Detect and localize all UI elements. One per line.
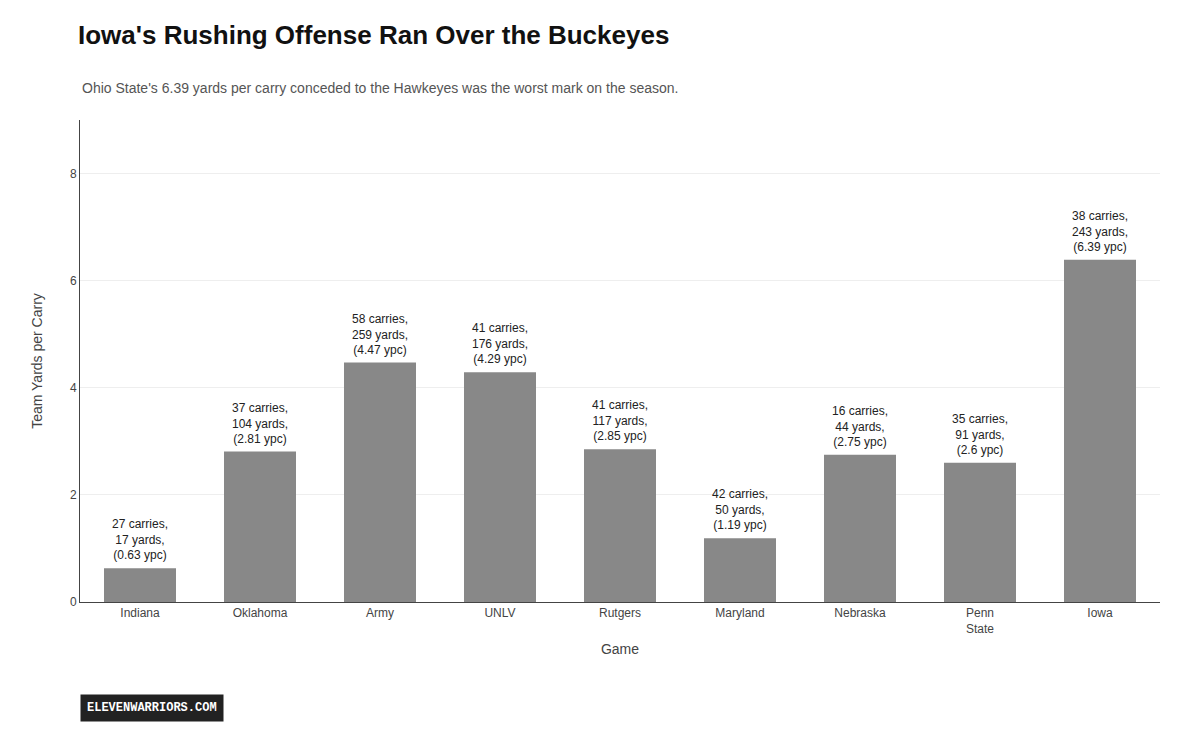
svg-text:0: 0 [70, 595, 77, 609]
svg-text:41 carries,117 yards,(2.85 ypc: 41 carries,117 yards,(2.85 ypc) [592, 398, 648, 443]
svg-text:Ohio State's 6.39 yards per ca: Ohio State's 6.39 yards per carry conced… [82, 80, 678, 96]
svg-text:PennState: PennState [966, 606, 994, 636]
svg-text:ELEVENWARRIORS.COM: ELEVENWARRIORS.COM [87, 701, 217, 715]
svg-text:Nebraska: Nebraska [834, 606, 886, 620]
svg-text:4: 4 [70, 381, 77, 395]
svg-text:35 carries,91 yards,(2.6 ypc): 35 carries,91 yards,(2.6 ypc) [952, 412, 1008, 457]
svg-text:Iowa's Rushing Offense Ran Ove: Iowa's Rushing Offense Ran Over the Buck… [78, 20, 669, 50]
svg-text:Oklahoma: Oklahoma [233, 606, 288, 620]
svg-text:Rutgers: Rutgers [599, 606, 641, 620]
svg-text:Army: Army [366, 606, 394, 620]
svg-text:58 carries,259 yards,(4.47 ypc: 58 carries,259 yards,(4.47 ypc) [352, 312, 408, 357]
svg-text:Team Yards per Carry: Team Yards per Carry [29, 293, 45, 429]
svg-text:Game: Game [601, 641, 639, 657]
svg-text:38 carries,243 yards,(6.39 ypc: 38 carries,243 yards,(6.39 ypc) [1072, 209, 1128, 254]
svg-text:8: 8 [70, 167, 77, 181]
svg-text:6: 6 [70, 274, 77, 288]
svg-text:37 carries,104 yards,(2.81 ypc: 37 carries,104 yards,(2.81 ypc) [232, 401, 288, 446]
svg-text:41 carries,176 yards,(4.29 ypc: 41 carries,176 yards,(4.29 ypc) [472, 321, 528, 366]
svg-text:Maryland: Maryland [715, 606, 764, 620]
svg-text:Iowa: Iowa [1087, 606, 1113, 620]
svg-text:UNLV: UNLV [484, 606, 515, 620]
svg-text:Indiana: Indiana [120, 606, 160, 620]
svg-text:42 carries,50 yards,(1.19 ypc): 42 carries,50 yards,(1.19 ypc) [712, 487, 768, 532]
svg-text:27 carries,17 yards,(0.63 ypc): 27 carries,17 yards,(0.63 ypc) [112, 517, 168, 562]
svg-text:2: 2 [70, 488, 77, 502]
svg-text:16 carries,44 yards,(2.75 ypc): 16 carries,44 yards,(2.75 ypc) [832, 404, 888, 449]
